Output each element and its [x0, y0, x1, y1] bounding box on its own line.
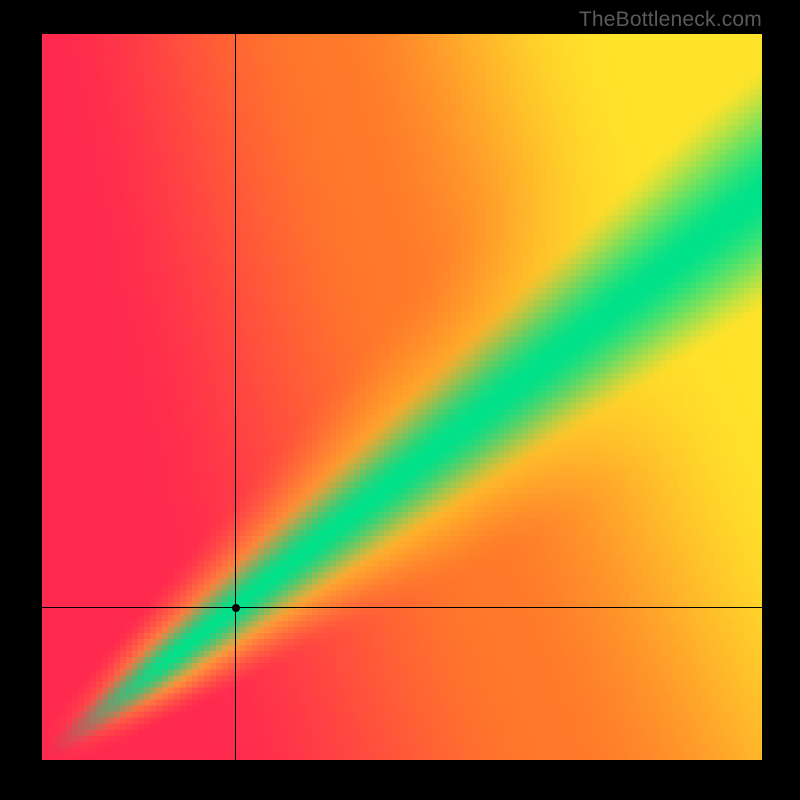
chart-container: TheBottleneck.com [0, 0, 800, 800]
plot-area [42, 34, 762, 760]
crosshair-marker [232, 604, 240, 612]
crosshair-horizontal [42, 607, 762, 608]
heatmap-canvas [42, 34, 762, 760]
crosshair-vertical [235, 34, 236, 760]
watermark-text: TheBottleneck.com [579, 8, 762, 32]
